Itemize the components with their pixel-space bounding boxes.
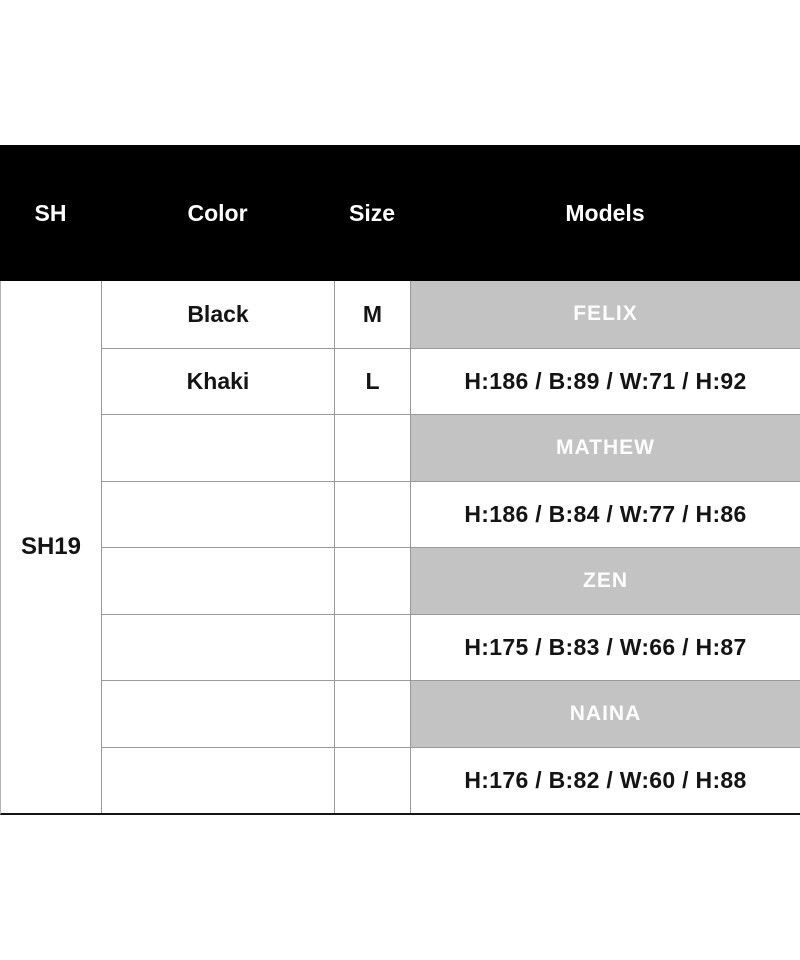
empty-cell	[334, 547, 410, 614]
color-cell: Khaki	[101, 347, 334, 414]
empty-cell	[101, 414, 334, 481]
table-header-row: SH Color Size Models	[0, 145, 800, 281]
size-cell: M	[334, 281, 410, 348]
empty-cell	[101, 613, 334, 680]
size-chart-table: SH Color Size Models SH19 Black M FELIX …	[0, 145, 800, 815]
model-name-cell: FELIX	[410, 281, 800, 348]
empty-cell	[101, 547, 334, 614]
empty-cell	[101, 680, 334, 747]
model-name-cell: NAINA	[410, 680, 800, 747]
empty-cell	[101, 746, 334, 813]
model-measurements-cell: H:186 / B:89 / W:71 / H:92	[410, 347, 800, 414]
model-measurements-cell: H:175 / B:83 / W:66 / H:87	[410, 613, 800, 680]
empty-cell	[101, 480, 334, 547]
model-name-cell: MATHEW	[410, 414, 800, 481]
empty-cell	[334, 480, 410, 547]
header-cell-models: Models	[565, 199, 645, 226]
header-cell-sh: SH	[34, 199, 67, 226]
size-cell: L	[334, 347, 410, 414]
empty-cell	[334, 613, 410, 680]
empty-cell	[334, 414, 410, 481]
model-measurements-cell: H:186 / B:84 / W:77 / H:86	[410, 480, 800, 547]
model-measurements-cell: H:176 / B:82 / W:60 / H:88	[410, 746, 800, 813]
model-name-cell: ZEN	[410, 547, 800, 614]
empty-cell	[334, 746, 410, 813]
product-code-cell: SH19	[20, 533, 82, 560]
header-cell-color: Color	[187, 199, 248, 226]
color-cell: Black	[101, 281, 334, 348]
empty-cell	[334, 680, 410, 747]
table-body: SH19 Black M FELIX Khaki L H:186 / B:89 …	[0, 281, 800, 815]
header-cell-size: Size	[348, 199, 396, 226]
